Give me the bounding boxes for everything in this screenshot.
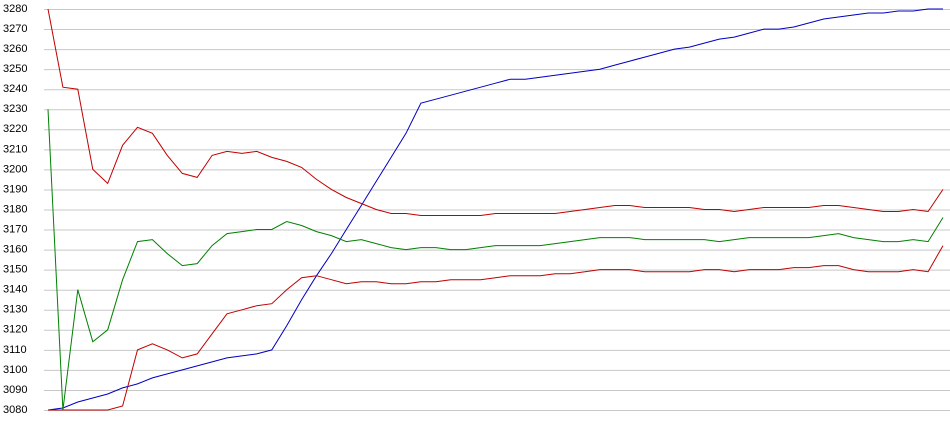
y-tick-label: 3260 <box>3 43 27 55</box>
y-tick-label: 3280 <box>3 3 27 15</box>
y-tick-label: 3190 <box>3 183 27 195</box>
y-tick-label: 3080 <box>3 404 27 416</box>
y-tick-label: 3200 <box>3 163 27 175</box>
y-tick-label: 3270 <box>3 23 27 35</box>
y-tick-label: 3240 <box>3 83 27 95</box>
series-line <box>47 109 944 411</box>
series-line <box>48 245 944 411</box>
y-tick-label: 3250 <box>3 63 27 75</box>
y-tick-label: 3210 <box>3 143 27 155</box>
y-tick-label: 3180 <box>3 203 27 215</box>
series-line <box>47 8 943 411</box>
y-tick-label: 3220 <box>3 123 27 135</box>
series-line <box>47 8 944 216</box>
y-tick-label: 3140 <box>3 284 27 296</box>
y-tick-label: 3090 <box>3 384 27 396</box>
y-tick-label: 3130 <box>3 304 27 316</box>
y-tick-label: 3170 <box>3 223 27 235</box>
y-tick-label: 3120 <box>3 324 27 336</box>
y-tick-label: 3100 <box>3 364 27 376</box>
y-tick-label: 3150 <box>3 264 27 276</box>
y-tick-label: 3160 <box>3 244 27 256</box>
y-tick-label: 3110 <box>3 344 27 356</box>
y-tick-label: 3230 <box>3 103 27 115</box>
